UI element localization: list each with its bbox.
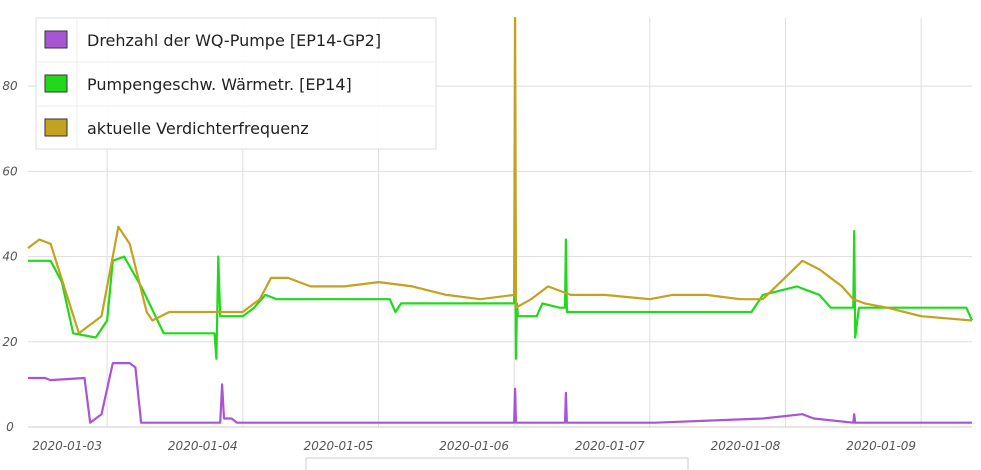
range-selector-box[interactable] [305,457,689,470]
x-tick-label: 2020-01-04 [168,439,238,453]
legend-box [35,17,437,150]
x-tick-label: 2020-01-05 [304,439,374,453]
legend-swatch-0 [44,30,68,49]
legend-label-2[interactable]: aktuelle Verdichterfrequenz [87,119,309,138]
x-tick-label: 2020-01-08 [711,439,781,453]
legend-swatch-2 [44,118,68,137]
legend[interactable]: Drehzahl der WQ-Pumpe [EP14-GP2] Pumpenge… [35,17,437,150]
series-line-0 [28,362,972,424]
x-tick-label: 2020-01-06 [439,439,509,453]
series-line-1 [28,208,974,360]
y-axis-ticks: 0 20 40 60 80 [2,79,18,434]
legend-label-1[interactable]: Pumpengeschw. Wärmetr. [EP14] [87,75,352,94]
y-tick-label: 80 [2,79,18,93]
y-tick-label: 0 [6,420,14,434]
series-lines [27,16,974,424]
x-tick-label: 2020-01-03 [32,439,102,453]
x-tick-label: 2020-01-07 [575,439,645,453]
y-tick-label: 60 [2,164,18,178]
x-tick-label: 2020-01-09 [846,439,916,453]
y-tick-label: 20 [2,335,18,349]
series-line-2 [27,16,973,335]
legend-label-0[interactable]: Drehzahl der WQ-Pumpe [EP14-GP2] [87,31,381,50]
legend-swatch-1 [44,74,68,93]
x-axis-ticks: 2020-01-03 2020-01-04 2020-01-05 2020-01-06… [32,439,916,453]
y-tick-label: 40 [2,250,18,264]
